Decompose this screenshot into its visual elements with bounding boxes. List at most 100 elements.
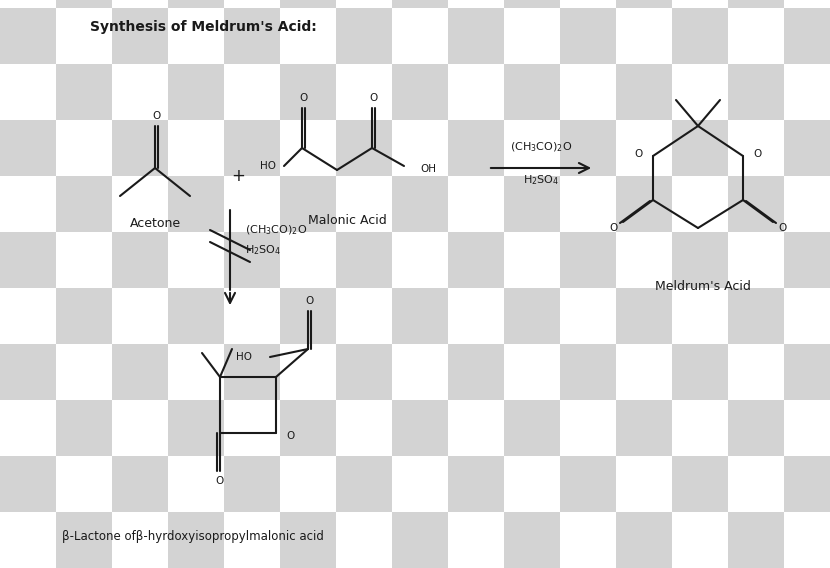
Text: HO: HO [260, 161, 276, 171]
Bar [392, 0, 448, 8]
Bar [504, 512, 560, 568]
Bar [112, 176, 168, 232]
Bar [784, 64, 830, 120]
Bar [336, 8, 392, 64]
Bar [0, 456, 56, 512]
Bar [672, 400, 728, 456]
Bar [672, 344, 728, 400]
Bar [168, 288, 224, 344]
Bar [504, 400, 560, 456]
Bar [168, 64, 224, 120]
Bar [560, 288, 616, 344]
Bar [616, 288, 672, 344]
Bar [616, 400, 672, 456]
Bar [336, 64, 392, 120]
Bar [0, 176, 56, 232]
Bar [112, 0, 168, 8]
Text: β-Lactone ofβ-hyrdoxyisopropylmalonic acid: β-Lactone ofβ-hyrdoxyisopropylmalonic ac… [62, 530, 324, 543]
Bar [504, 232, 560, 288]
Bar [336, 120, 392, 176]
Bar [280, 288, 336, 344]
Bar [56, 0, 112, 8]
Bar [560, 344, 616, 400]
Bar [448, 232, 504, 288]
Bar [672, 8, 728, 64]
Bar [728, 400, 784, 456]
Bar [0, 400, 56, 456]
Bar [672, 456, 728, 512]
Bar [112, 344, 168, 400]
Bar [616, 0, 672, 8]
Bar [616, 344, 672, 400]
Bar [0, 232, 56, 288]
Bar [560, 64, 616, 120]
Text: $\rm(CH_3CO)_2O$: $\rm(CH_3CO)_2O$ [245, 223, 307, 237]
Bar [784, 232, 830, 288]
Text: O: O [753, 149, 761, 159]
Bar [392, 400, 448, 456]
Text: $\rm H_2SO_4$: $\rm H_2SO_4$ [523, 173, 559, 187]
Bar [784, 512, 830, 568]
Bar [504, 120, 560, 176]
Bar [224, 8, 280, 64]
Bar [56, 64, 112, 120]
Bar [336, 344, 392, 400]
Bar [280, 456, 336, 512]
Bar [0, 8, 56, 64]
Bar [616, 512, 672, 568]
Bar [504, 344, 560, 400]
Bar [280, 344, 336, 400]
Bar [280, 232, 336, 288]
Bar [168, 176, 224, 232]
Bar [560, 400, 616, 456]
Bar [0, 512, 56, 568]
Bar [616, 8, 672, 64]
Bar [448, 64, 504, 120]
Bar [280, 512, 336, 568]
Bar [56, 176, 112, 232]
Bar [280, 8, 336, 64]
Bar [112, 8, 168, 64]
Bar [112, 232, 168, 288]
Bar [672, 288, 728, 344]
Bar [112, 456, 168, 512]
Bar [672, 512, 728, 568]
Bar [392, 64, 448, 120]
Bar [616, 176, 672, 232]
Text: O: O [609, 223, 618, 233]
Bar [280, 400, 336, 456]
Bar [56, 288, 112, 344]
Bar [672, 232, 728, 288]
Bar [728, 0, 784, 8]
Bar [56, 8, 112, 64]
Bar [784, 344, 830, 400]
Bar [728, 344, 784, 400]
Bar [728, 176, 784, 232]
Bar [448, 0, 504, 8]
Bar [336, 288, 392, 344]
Bar [112, 288, 168, 344]
Bar [504, 8, 560, 64]
Bar [728, 512, 784, 568]
Bar [224, 176, 280, 232]
Text: +: + [231, 167, 245, 185]
Bar [224, 344, 280, 400]
Text: O: O [369, 93, 377, 103]
Bar [728, 232, 784, 288]
Bar [784, 456, 830, 512]
Bar [56, 512, 112, 568]
Bar [168, 400, 224, 456]
Bar [672, 64, 728, 120]
Bar [168, 512, 224, 568]
Bar [672, 176, 728, 232]
Bar [504, 0, 560, 8]
Bar [616, 64, 672, 120]
Text: O: O [635, 149, 643, 159]
Text: O: O [215, 476, 223, 486]
Bar [784, 288, 830, 344]
Text: O: O [152, 111, 160, 121]
Bar [224, 512, 280, 568]
Bar [224, 64, 280, 120]
Bar [336, 0, 392, 8]
Bar [56, 232, 112, 288]
